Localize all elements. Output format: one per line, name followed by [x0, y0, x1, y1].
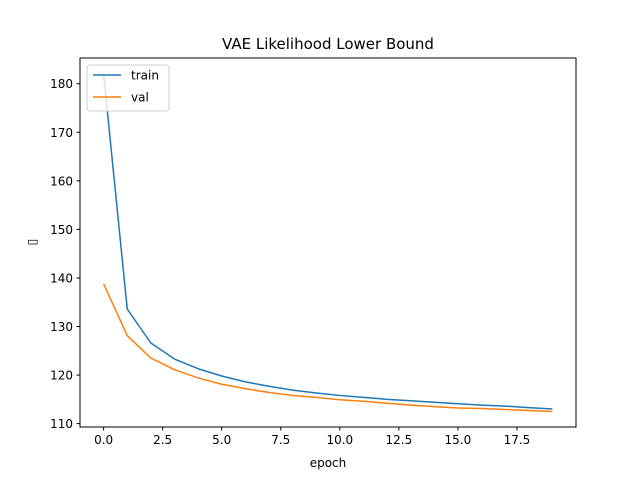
legend: train val [86, 64, 170, 112]
x-tick-label: 17.5 [504, 433, 531, 447]
legend-label-train: train [131, 69, 159, 83]
y-tick-label: 150 [50, 223, 73, 237]
y-tick-label: 180 [50, 77, 73, 91]
legend-frame [86, 64, 170, 112]
x-tick-label: 15.0 [445, 433, 472, 447]
x-axis-label: epoch [310, 456, 347, 470]
y-tick-label: 120 [50, 369, 73, 383]
legend-label-val: val [131, 91, 149, 105]
y-tick-label: 160 [50, 174, 73, 188]
y-tick-label: 130 [50, 320, 73, 334]
x-tick-label: 10.0 [326, 433, 353, 447]
chart-title: VAE Likelihood Lower Bound [222, 35, 434, 53]
y-axis-label: ▯ [25, 239, 39, 246]
x-tick-label: 12.5 [385, 433, 412, 447]
series-line-train [102, 73, 553, 410]
y-tick-label: 170 [50, 126, 73, 140]
series-line-val [102, 283, 553, 413]
y-tick-label: 110 [50, 417, 73, 431]
x-tick-label: 0.0 [94, 433, 113, 447]
y-tick-label: 140 [50, 271, 73, 285]
x-tick-label: 7.5 [271, 433, 290, 447]
x-tick-label: 5.0 [212, 433, 231, 447]
x-tick-label: 2.5 [153, 433, 172, 447]
plot-area: 0.0 2.5 5.0 7.5 10.0 12.5 15.0 17.5 110 120 130 140… [50, 57, 577, 447]
axes-frame [79, 57, 577, 428]
